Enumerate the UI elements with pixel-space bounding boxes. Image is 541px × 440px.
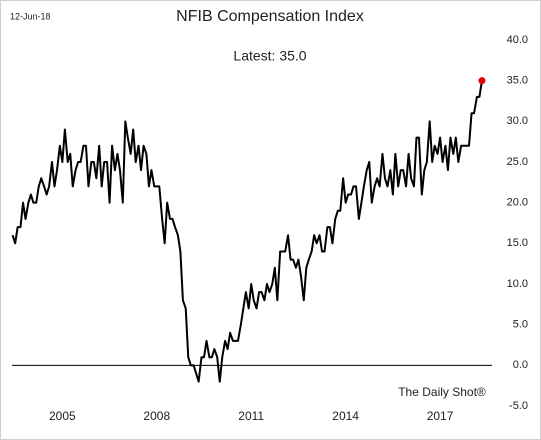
source-label: The Daily Shot®	[398, 385, 486, 399]
y-tick-label: 40.0	[507, 34, 528, 46]
y-tick-label: -5.0	[509, 400, 528, 412]
y-tick-label: 25.0	[507, 156, 528, 168]
x-tick-label: 2008	[143, 409, 170, 423]
x-tick-label: 2011	[238, 409, 264, 423]
y-tick-label: 0.0	[513, 359, 528, 371]
date-label: 12-Jun-18	[10, 11, 51, 21]
series-line	[11, 80, 483, 383]
y-tick-label: 15.0	[507, 237, 528, 249]
x-tick-label: 2017	[427, 409, 454, 423]
y-tick-label: 35.0	[507, 75, 528, 87]
chart-title: NFIB Compensation Index	[176, 8, 364, 25]
latest-point	[478, 77, 486, 85]
x-tick-label: 2014	[332, 409, 359, 423]
x-tick-label: 2005	[49, 409, 76, 423]
y-tick-label: 30.0	[507, 115, 528, 127]
y-tick-label: 5.0	[513, 319, 528, 331]
y-tick-label: 10.0	[507, 278, 528, 290]
latest-annotation: Latest: 35.0	[233, 48, 306, 64]
y-tick-label: 20.0	[507, 197, 528, 209]
